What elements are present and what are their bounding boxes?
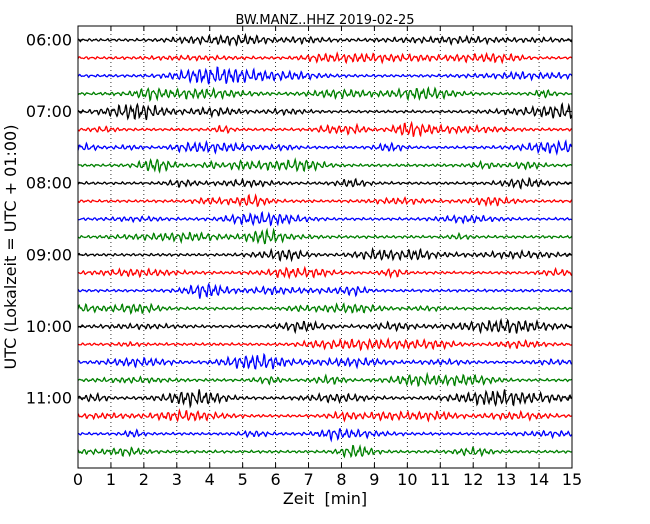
seismic-trace bbox=[77, 408, 572, 423]
y-tick-label: 10:00 bbox=[26, 317, 72, 336]
seismic-trace bbox=[77, 32, 573, 47]
seismic-trace bbox=[77, 265, 573, 280]
seismic-trace bbox=[77, 157, 573, 174]
grid-lines bbox=[110, 26, 540, 468]
seismic-trace bbox=[77, 86, 573, 103]
seismic-trace bbox=[77, 120, 572, 138]
seismic-trace bbox=[77, 193, 573, 208]
x-tick-label: 7 bbox=[303, 470, 313, 489]
x-tick-label: 5 bbox=[238, 470, 248, 489]
plot-frame bbox=[77, 25, 573, 469]
seismic-trace bbox=[77, 371, 572, 388]
seismic-trace bbox=[77, 176, 572, 190]
seismic-trace bbox=[77, 246, 573, 263]
trace-group bbox=[77, 32, 573, 459]
x-tick-label: 0 bbox=[73, 470, 83, 489]
seismic-trace bbox=[77, 427, 573, 443]
y-axis-ticks: 06:00 07:00 08:00 09:00 10:00 11:00 bbox=[26, 31, 572, 408]
chart-title: BW.MANZ..HHZ 2019-02-25 bbox=[235, 13, 414, 28]
seismic-trace bbox=[77, 337, 573, 352]
x-tick-label: 1 bbox=[106, 470, 116, 489]
x-tick-label: 4 bbox=[205, 470, 215, 489]
seismic-trace bbox=[77, 102, 573, 121]
y-tick-label: 09:00 bbox=[26, 245, 72, 264]
seismic-trace bbox=[77, 352, 572, 370]
x-axis-label: Zeit [min] bbox=[283, 489, 367, 508]
seismic-trace bbox=[77, 389, 573, 409]
x-tick-label: 15 bbox=[562, 470, 582, 489]
y-tick-label: 06:00 bbox=[26, 31, 72, 50]
y-tick-label: 08:00 bbox=[26, 174, 72, 193]
x-tick-label: 2 bbox=[139, 470, 149, 489]
x-tick-label: 12 bbox=[463, 470, 483, 489]
seismic-trace bbox=[77, 444, 572, 459]
x-tick-label: 9 bbox=[369, 470, 379, 489]
x-tick-label: 10 bbox=[397, 470, 417, 489]
seismic-trace bbox=[77, 227, 573, 245]
seismic-trace bbox=[77, 51, 573, 65]
y-axis-label: UTC (Lokalzeit = UTC + 01:00) bbox=[1, 125, 20, 370]
seismic-trace bbox=[77, 282, 573, 299]
seismic-trace bbox=[77, 302, 573, 316]
x-tick-label: 3 bbox=[172, 470, 182, 489]
x-tick-label: 8 bbox=[336, 470, 346, 489]
x-tick-label: 11 bbox=[430, 470, 450, 489]
seismic-trace bbox=[77, 139, 573, 156]
y-tick-label: 07:00 bbox=[26, 102, 72, 121]
x-tick-label: 6 bbox=[271, 470, 281, 489]
seismic-trace bbox=[77, 210, 572, 227]
x-tick-label: 13 bbox=[496, 470, 516, 489]
seismic-trace bbox=[77, 66, 573, 85]
y-tick-label: 11:00 bbox=[26, 389, 72, 408]
seismic-trace bbox=[77, 317, 573, 335]
x-axis-ticks: 0 1 2 3 4 5 6 7 8 9 10 11 12 13 14 15 bbox=[73, 26, 582, 489]
x-tick-label: 14 bbox=[529, 470, 549, 489]
